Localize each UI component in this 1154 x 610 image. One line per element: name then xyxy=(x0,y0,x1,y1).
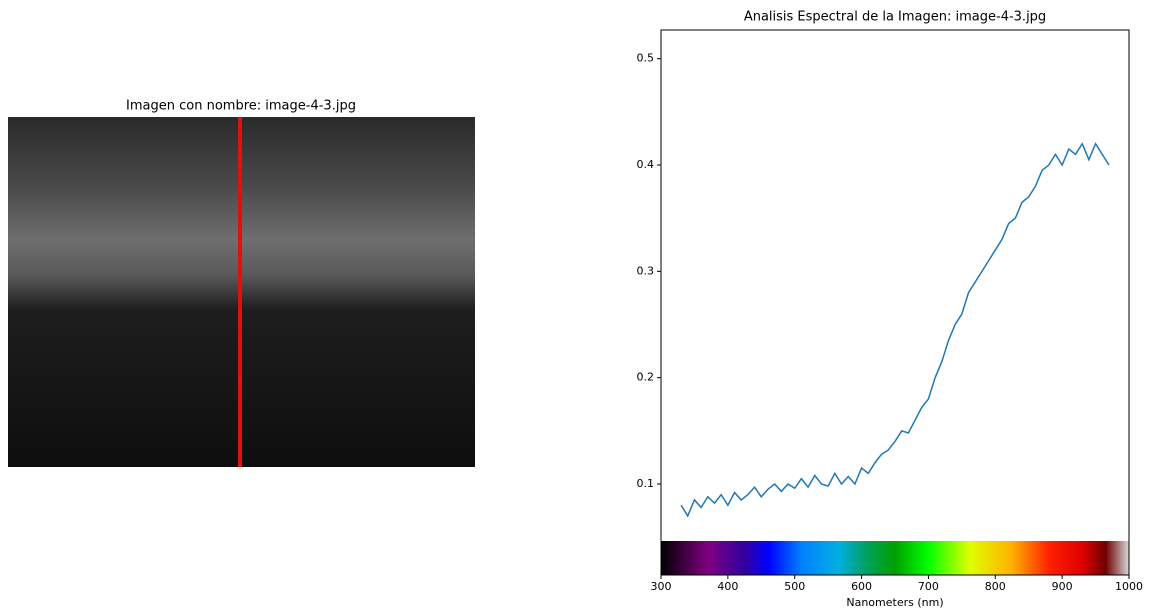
x-axis-label: Nanometers (nm) xyxy=(846,596,943,609)
y-tick-label: 0.2 xyxy=(637,371,655,384)
image-title: Imagen con nombre: image-4-3.jpg xyxy=(126,99,356,114)
x-tick-label: 700 xyxy=(918,580,939,593)
x-tick-label: 1000 xyxy=(1115,580,1143,593)
x-tick-label: 900 xyxy=(1052,580,1073,593)
x-tick-label: 800 xyxy=(985,580,1006,593)
y-tick-label: 0.4 xyxy=(637,158,655,171)
plot: 300 400 500 600 700 800 900 1000 0.1 0.2 0.3 0.4 0.5 xyxy=(637,52,1144,593)
x-tick-label: 400 xyxy=(717,580,738,593)
spectrum-bar xyxy=(661,541,1129,575)
y-tick-label: 0.5 xyxy=(637,52,655,65)
x-tick-label: 600 xyxy=(851,580,872,593)
y-tick-label: 0.1 xyxy=(637,477,655,490)
x-tick-label: 300 xyxy=(651,580,672,593)
y-tick-label: 0.3 xyxy=(637,264,655,277)
spectrum-line xyxy=(680,142,1110,518)
scan-line xyxy=(238,117,242,467)
axes-frame xyxy=(660,29,1130,576)
chart-title: Analisis Espectral de la Imagen: image-4… xyxy=(744,10,1046,25)
x-tick-label: 500 xyxy=(784,580,805,593)
